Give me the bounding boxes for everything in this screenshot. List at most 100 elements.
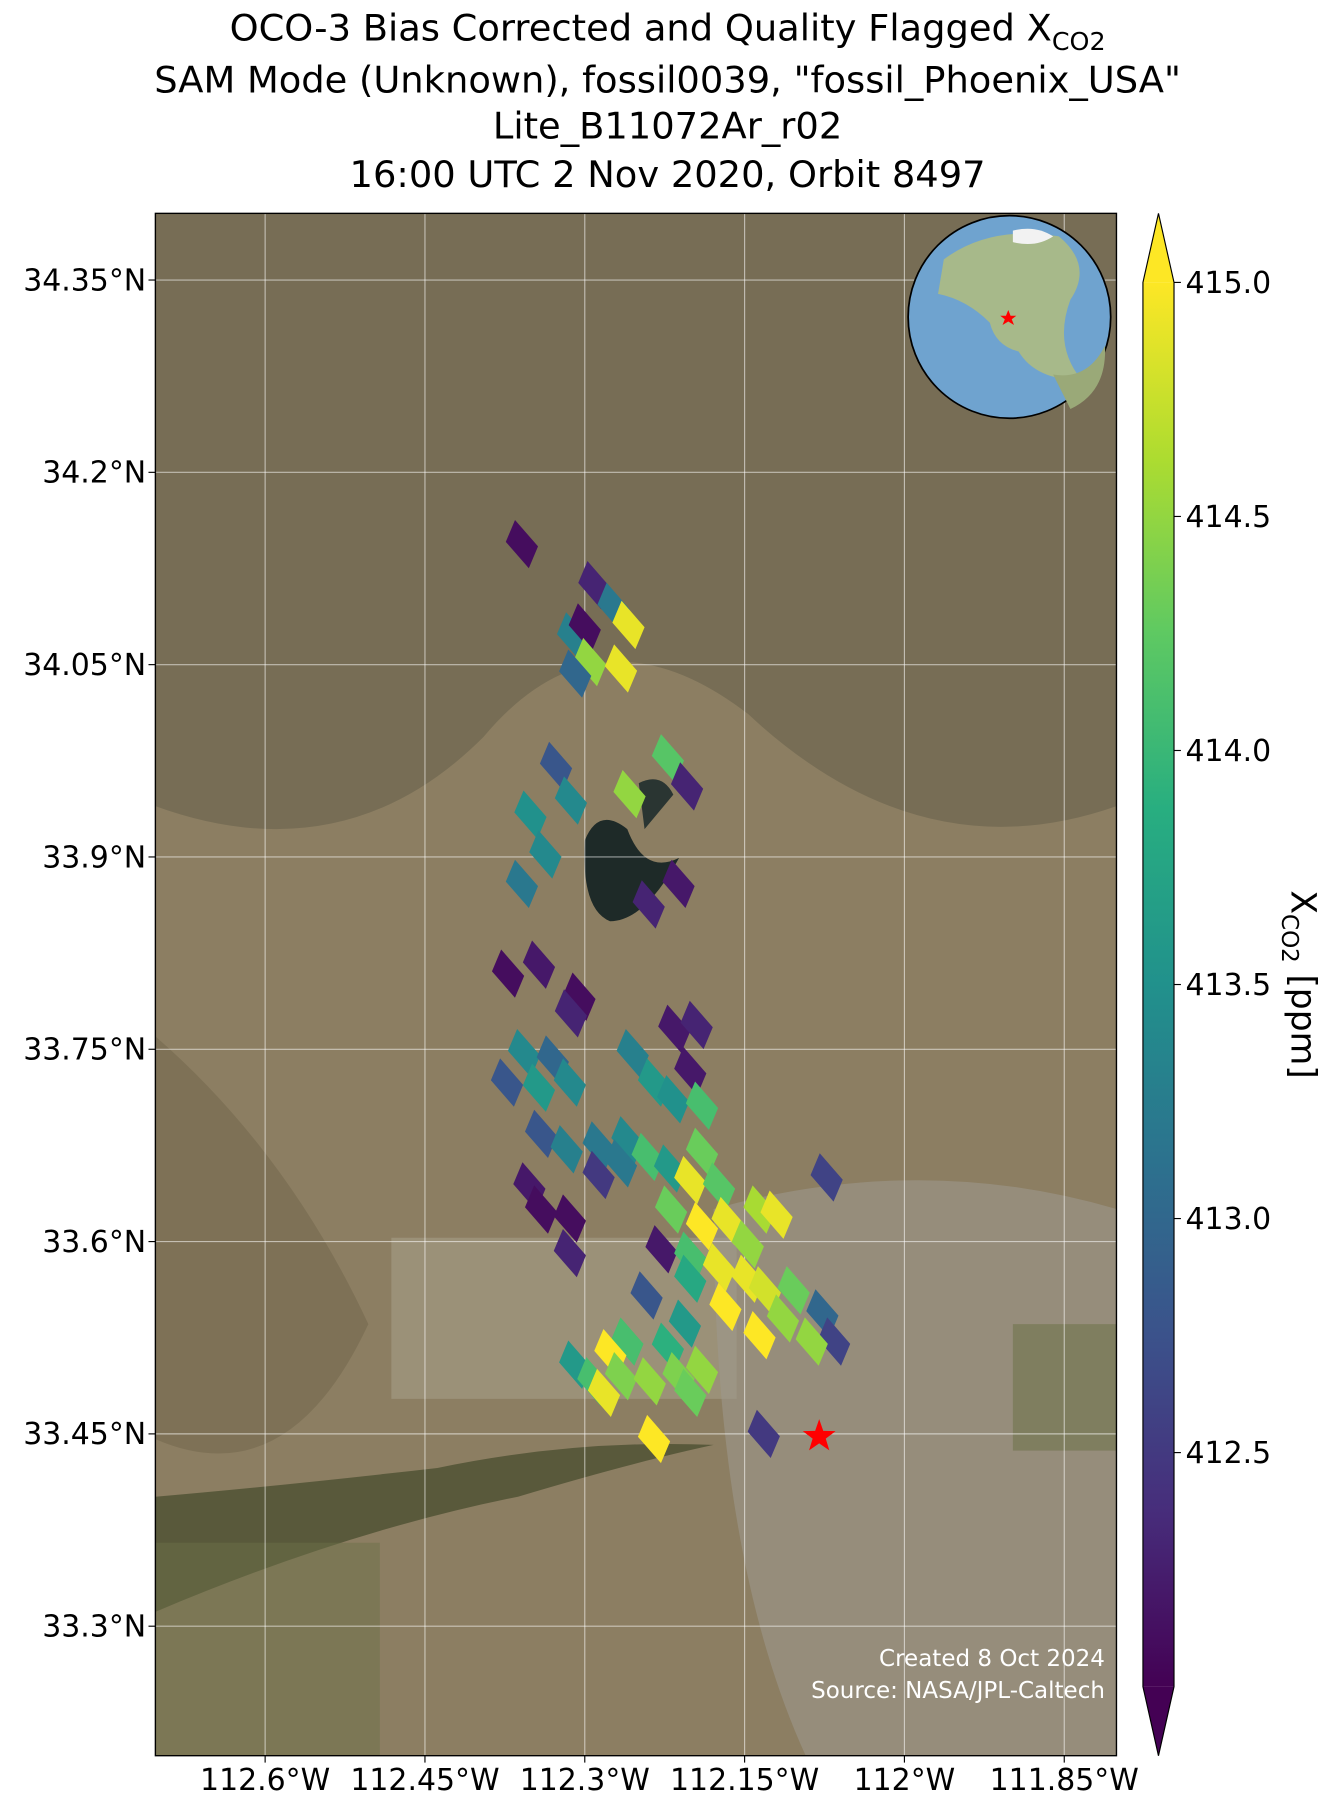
colorbar-tick-label: 412.5 <box>1186 1436 1272 1471</box>
colorbar-tick-label: 414.5 <box>1186 500 1272 535</box>
footprint <box>491 949 525 998</box>
footprint <box>524 1109 558 1159</box>
footprint <box>522 1063 556 1112</box>
footprint <box>731 1219 764 1269</box>
footprint <box>651 734 685 783</box>
footprint <box>685 1345 719 1394</box>
footprint <box>657 1075 690 1124</box>
footprint <box>505 519 539 569</box>
map-frame <box>154 212 1118 1757</box>
title-line: OCO-3 Bias Corrected and Quality Flagged… <box>230 7 1106 56</box>
y-tick-label: 33.3°N <box>42 1610 146 1645</box>
colorbar-tick-label: 415.0 <box>1186 266 1272 301</box>
title-line: 16:00 UTC 2 Nov 2020, Orbit 8497 <box>350 153 986 196</box>
footprint <box>747 1409 780 1459</box>
colorbar-body <box>1142 282 1175 1687</box>
footprint <box>709 1282 742 1332</box>
footprint <box>662 859 695 909</box>
footprint <box>604 644 638 693</box>
y-tick-label: 34.05°N <box>23 648 146 683</box>
footprint <box>616 1028 649 1078</box>
y-tick-label: 33.75°N <box>23 1033 146 1068</box>
footprint <box>685 1081 719 1130</box>
footprint <box>674 1254 707 1303</box>
footprint <box>612 600 645 650</box>
footprint <box>490 1058 524 1107</box>
footprint <box>524 1185 558 1234</box>
footprints <box>490 519 851 1464</box>
footprint <box>760 1190 793 1239</box>
x-tick-label: 112.6°W <box>200 1763 330 1798</box>
footprint <box>587 1368 621 1418</box>
y-tick-label: 33.6°N <box>42 1225 146 1260</box>
footprint <box>658 1004 691 1053</box>
y-tick-label: 33.9°N <box>42 840 146 875</box>
footprint <box>654 1185 688 1234</box>
colorbar: 415.0 414.5 414.0 413.5 413.0 412.5 <box>1142 213 1272 1756</box>
footprint <box>674 1231 707 1280</box>
footprint <box>514 790 547 839</box>
footprint <box>554 776 588 825</box>
footprint <box>777 1266 810 1315</box>
footprint <box>645 1225 678 1274</box>
footprint <box>668 1299 702 1348</box>
footprint <box>633 1357 666 1406</box>
footprint <box>630 1271 663 1320</box>
annotation: Source: NASA/JPL-Caltech <box>811 1678 1105 1704</box>
footprint <box>674 1368 707 1418</box>
footprint <box>743 1310 776 1360</box>
footprint <box>568 603 601 652</box>
x-tick-label: 112°W <box>854 1763 956 1798</box>
footprint <box>553 1194 586 1243</box>
footprint <box>674 1155 707 1205</box>
y-tick-label: 33.45°N <box>23 1417 146 1452</box>
footprint <box>685 1202 719 1251</box>
footprint <box>553 1058 586 1107</box>
x-tick-label: 111.85°W <box>990 1763 1139 1798</box>
footprint <box>505 859 539 909</box>
footprint <box>529 830 562 879</box>
colorbar-tick-label: 414.0 <box>1186 734 1272 769</box>
globe-inset <box>907 214 1112 420</box>
footprint <box>553 1228 586 1278</box>
x-tick-label: 112.45°W <box>350 1763 499 1798</box>
footprint <box>637 1414 671 1464</box>
footprint <box>743 1185 776 1234</box>
title-line: Lite_B11072Ar_r02 <box>493 105 842 148</box>
footprint <box>795 1317 828 1366</box>
footprint <box>604 1139 638 1188</box>
x-tick-label: 112.15°W <box>670 1763 819 1798</box>
target-marker <box>802 1419 836 1451</box>
colorbar-tick-label: 413.5 <box>1186 968 1272 1003</box>
footprint <box>766 1294 800 1343</box>
footprint <box>631 1132 664 1182</box>
footprint <box>573 637 607 687</box>
footprint <box>582 1150 615 1200</box>
satellite-background <box>155 213 1117 1756</box>
footprint <box>563 972 596 1021</box>
footprint <box>674 1046 707 1096</box>
y-tick-label: 34.35°N <box>23 263 146 298</box>
colorbar-extend <box>1142 213 1175 283</box>
footprint <box>554 989 588 1038</box>
footprint <box>604 1352 638 1401</box>
footprint <box>702 1162 736 1211</box>
footprint <box>613 769 646 819</box>
footprint <box>702 1243 736 1292</box>
title-line: SAM Mode (Unknown), fossil0039, "fossil_… <box>154 59 1181 102</box>
footprint <box>611 1317 644 1366</box>
footprint <box>685 1127 719 1177</box>
x-tick-label: 112.3°W <box>520 1763 650 1798</box>
footprint <box>680 1000 713 1050</box>
footprint <box>810 1153 843 1202</box>
footprint <box>817 1317 851 1366</box>
y-tick-label: 34.2°N <box>42 456 146 491</box>
footprint <box>550 1125 583 1174</box>
footprint <box>670 762 704 811</box>
footprint <box>632 880 665 929</box>
annotation: Created 8 Oct 2024 <box>879 1646 1105 1672</box>
footprint <box>559 649 592 698</box>
colorbar-label: XCO2[ppm] <box>1276 890 1322 1078</box>
colorbar-tick-label: 413.0 <box>1186 1202 1272 1237</box>
